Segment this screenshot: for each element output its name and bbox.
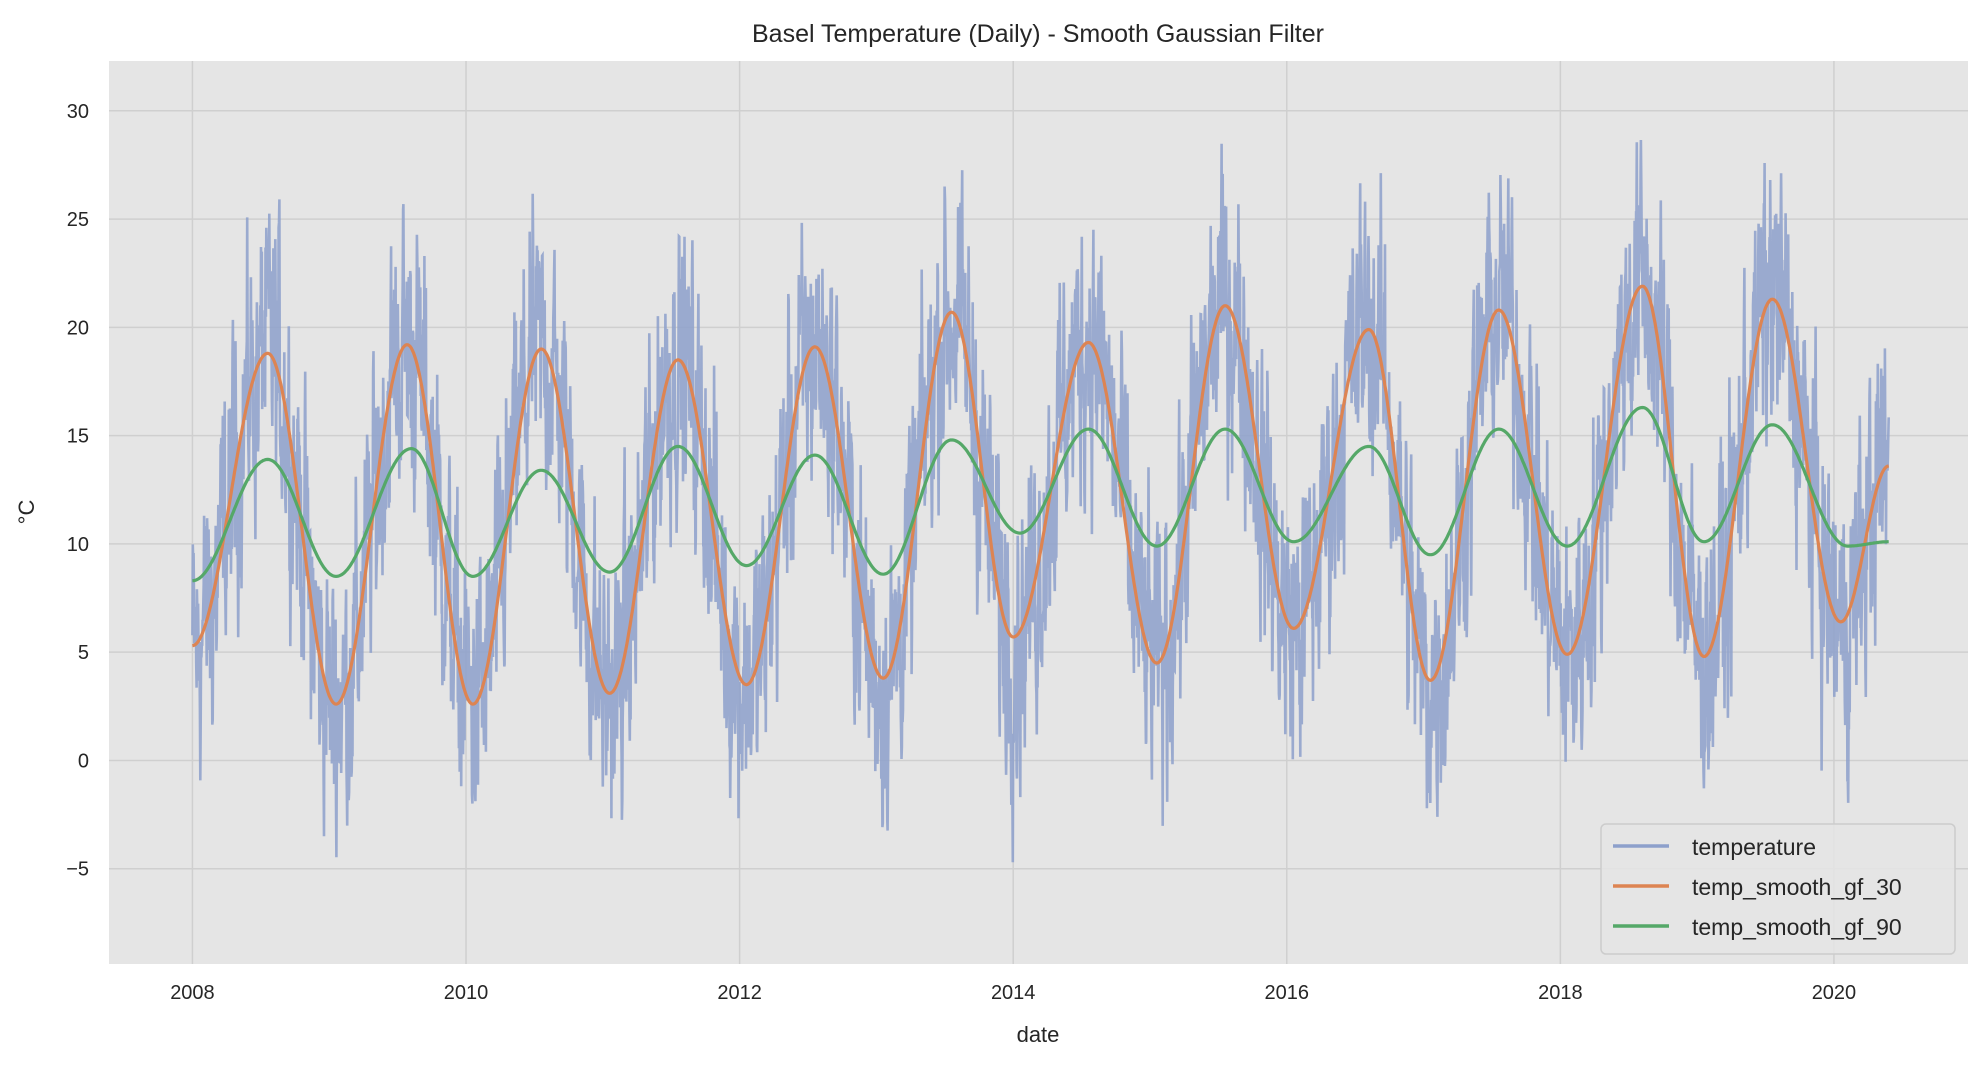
- legend-label-gf90: temp_smooth_gf_90: [1692, 914, 1902, 940]
- y-tick-label: 30: [67, 101, 89, 123]
- y-tick-label: 20: [67, 317, 89, 339]
- x-tick-label: 2010: [444, 982, 489, 1004]
- x-axis-label: date: [1017, 1022, 1060, 1047]
- y-axis-ticks: −5 0 5 10 15 20 25 30: [66, 101, 89, 881]
- y-tick-label: 5: [78, 642, 89, 664]
- y-tick-label: 0: [78, 750, 89, 772]
- y-tick-label: 15: [67, 426, 89, 448]
- x-tick-label: 2016: [1265, 982, 1310, 1004]
- legend: temperature temp_smooth_gf_30 temp_smoot…: [1600, 823, 1956, 955]
- x-tick-label: 2012: [717, 982, 762, 1004]
- x-axis-ticks: 2008 2010 2012 2014 2016 2018 2020: [170, 982, 1856, 1004]
- chart-title: Basel Temperature (Daily) - Smooth Gauss…: [752, 20, 1324, 48]
- temp-smooth-gf-90-line: [192, 405, 1889, 583]
- x-tick-label: 2014: [991, 982, 1036, 1004]
- temperature-line: [191, 139, 1890, 863]
- temp-smooth-gf-30-line: [192, 284, 1890, 706]
- series-lines: [191, 139, 1890, 863]
- y-tick-label: 10: [67, 534, 89, 556]
- legend-label-temperature: temperature: [1692, 834, 1816, 860]
- x-tick-label: 2020: [1812, 982, 1857, 1004]
- x-tick-label: 2018: [1538, 982, 1583, 1004]
- x-tick-label: 2008: [170, 982, 215, 1004]
- legend-label-gf30: temp_smooth_gf_30: [1692, 874, 1902, 900]
- y-axis-label: °C: [14, 500, 39, 525]
- y-tick-label: 25: [67, 209, 89, 231]
- y-tick-label: −5: [66, 859, 89, 881]
